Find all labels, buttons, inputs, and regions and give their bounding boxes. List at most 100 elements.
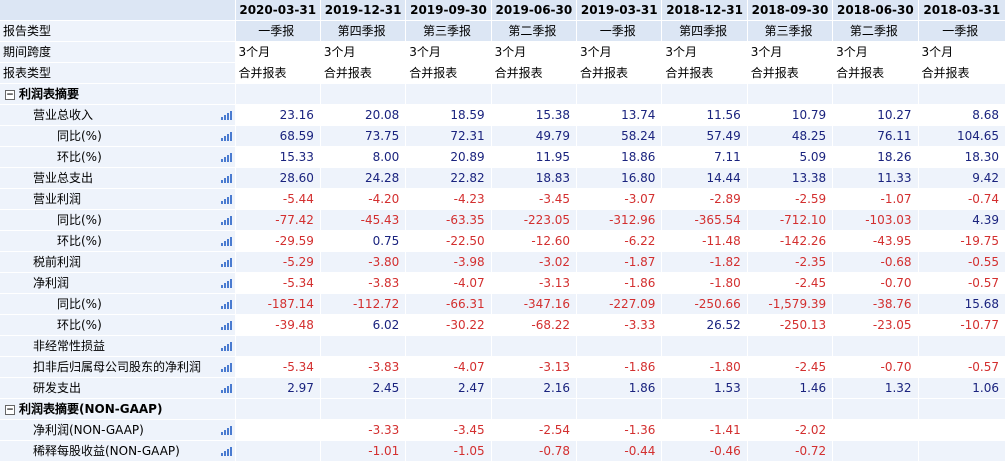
value-cell: 9.42 bbox=[918, 167, 1006, 189]
bar-chart-icon[interactable] bbox=[220, 300, 232, 309]
column-date[interactable]: 2019-06-30 bbox=[491, 0, 578, 21]
column-date[interactable]: 2018-06-30 bbox=[832, 0, 919, 21]
value-cell: -3.13 bbox=[491, 272, 578, 294]
bar-chart-icon[interactable] bbox=[220, 279, 232, 288]
bar-chart-icon[interactable] bbox=[220, 216, 232, 225]
value-cell: -19.75 bbox=[918, 230, 1006, 252]
value-cell: -2.45 bbox=[747, 356, 834, 378]
value-cell: -3.07 bbox=[576, 188, 663, 210]
bar-chart-icon[interactable] bbox=[220, 195, 232, 204]
meta-cell: 合并报表 bbox=[832, 62, 919, 84]
section-title-cell: − 利润表摘要(NON-GAAP) bbox=[0, 398, 236, 420]
bar-chart-icon[interactable] bbox=[220, 321, 232, 330]
value-cell: -3.02 bbox=[491, 251, 578, 273]
empty-cell bbox=[918, 398, 1006, 420]
bar-chart-icon[interactable] bbox=[220, 384, 232, 393]
value-cell: -5.29 bbox=[235, 251, 321, 273]
value-cell: -112.72 bbox=[320, 293, 407, 315]
value-cell: -0.72 bbox=[747, 440, 834, 462]
value-cell bbox=[832, 335, 919, 357]
value-cell: 11.33 bbox=[832, 167, 919, 189]
value-cell: 8.00 bbox=[320, 146, 407, 168]
value-cell: 20.89 bbox=[405, 146, 492, 168]
value-cell: 11.56 bbox=[661, 104, 748, 126]
empty-cell bbox=[320, 398, 407, 420]
bar-chart-icon[interactable] bbox=[220, 342, 232, 351]
value-cell: 0.75 bbox=[320, 230, 407, 252]
column-date[interactable]: 2018-03-31 bbox=[918, 0, 1006, 21]
value-cell: -38.76 bbox=[832, 293, 919, 315]
meta-cell: 合并报表 bbox=[405, 62, 492, 84]
value-cell: -712.10 bbox=[747, 209, 834, 231]
bar-chart-icon[interactable] bbox=[220, 363, 232, 372]
value-cell: 15.38 bbox=[491, 104, 578, 126]
value-cell: -0.57 bbox=[918, 356, 1006, 378]
bar-chart-icon[interactable] bbox=[220, 153, 232, 162]
bar-chart-icon[interactable] bbox=[220, 258, 232, 267]
value-cell bbox=[491, 335, 578, 357]
value-cell: 15.68 bbox=[918, 293, 1006, 315]
meta-cell: 合并报表 bbox=[235, 62, 321, 84]
value-cell bbox=[405, 335, 492, 357]
empty-cell bbox=[576, 398, 663, 420]
row-label: 同比(%) bbox=[57, 129, 102, 143]
row-label: 环比(%) bbox=[57, 150, 102, 164]
column-date[interactable]: 2019-03-31 bbox=[576, 0, 663, 21]
statement-type-row: 报表类型 合并报表 合并报表 合并报表 合并报表 合并报表 合并报表 合并报表 合并报表 合并报表 bbox=[0, 62, 1006, 84]
column-date[interactable]: 2019-12-31 bbox=[320, 0, 407, 21]
bar-chart-icon[interactable] bbox=[220, 132, 232, 141]
period-row: 期间跨度 3个月 3个月 3个月 3个月 3个月 3个月 3个月 3个月 3个月 bbox=[0, 41, 1006, 63]
empty-cell bbox=[747, 398, 834, 420]
collapse-toggle-icon[interactable]: − bbox=[5, 404, 15, 415]
meta-cell: 合并报表 bbox=[320, 62, 407, 84]
value-cell: 18.83 bbox=[491, 167, 578, 189]
value-cell: -1.86 bbox=[576, 272, 663, 294]
report-type-row: 报告类型 一季报 第四季报 第三季报 第二季报 一季报 第四季报 第三季报 第二季报 一季报 bbox=[0, 20, 1006, 42]
value-cell: -0.44 bbox=[576, 440, 663, 462]
value-cell: 26.52 bbox=[661, 314, 748, 336]
row-label: 研发支出 bbox=[33, 381, 82, 395]
meta-cell: 第四季报 bbox=[320, 20, 407, 42]
bar-chart-icon[interactable] bbox=[220, 426, 232, 435]
row-label-cell: 营业总支出 bbox=[0, 167, 236, 189]
value-cell bbox=[832, 440, 919, 462]
value-cell: 13.74 bbox=[576, 104, 663, 126]
row-label: 稀释每股收益(NON-GAAP) bbox=[33, 444, 180, 458]
empty-cell bbox=[235, 398, 321, 420]
row-label-cell: 营业利润 bbox=[0, 188, 236, 210]
value-cell: 14.44 bbox=[661, 167, 748, 189]
bar-chart-icon[interactable] bbox=[220, 174, 232, 183]
value-cell: -2.02 bbox=[747, 419, 834, 441]
meta-cell: 3个月 bbox=[491, 41, 578, 63]
column-date[interactable]: 2018-09-30 bbox=[747, 0, 834, 21]
row-label-cell: 净利润 bbox=[0, 272, 236, 294]
row-label: 营业利润 bbox=[33, 192, 82, 206]
value-cell: -68.22 bbox=[491, 314, 578, 336]
table-row: 净利润 -5.34 -3.83 -4.07 -3.13 -1.86 -1.80 -2.45 -0… bbox=[0, 272, 1006, 294]
empty-cell bbox=[405, 398, 492, 420]
value-cell bbox=[832, 419, 919, 441]
empty-cell bbox=[661, 398, 748, 420]
empty-cell bbox=[918, 83, 1006, 105]
section-header[interactable]: − 利润表摘要 bbox=[0, 83, 1006, 105]
column-date[interactable]: 2019-09-30 bbox=[405, 0, 492, 21]
value-cell: -0.78 bbox=[491, 440, 578, 462]
column-date[interactable]: 2020-03-31 bbox=[235, 0, 321, 21]
value-cell: 18.59 bbox=[405, 104, 492, 126]
value-cell: 15.33 bbox=[235, 146, 321, 168]
empty-cell bbox=[320, 83, 407, 105]
value-cell: 68.59 bbox=[235, 125, 321, 147]
row-label-cell: 营业总收入 bbox=[0, 104, 236, 126]
bar-chart-icon[interactable] bbox=[220, 237, 232, 246]
value-cell: 20.08 bbox=[320, 104, 407, 126]
section-header[interactable]: − 利润表摘要(NON-GAAP) bbox=[0, 398, 1006, 420]
value-cell: -0.68 bbox=[832, 251, 919, 273]
column-date[interactable]: 2018-12-31 bbox=[661, 0, 748, 21]
value-cell: -0.74 bbox=[918, 188, 1006, 210]
collapse-toggle-icon[interactable]: − bbox=[5, 89, 15, 100]
bar-chart-icon[interactable] bbox=[220, 111, 232, 120]
value-cell: -1.05 bbox=[405, 440, 492, 462]
bar-chart-icon[interactable] bbox=[220, 447, 232, 456]
value-cell: -3.98 bbox=[405, 251, 492, 273]
